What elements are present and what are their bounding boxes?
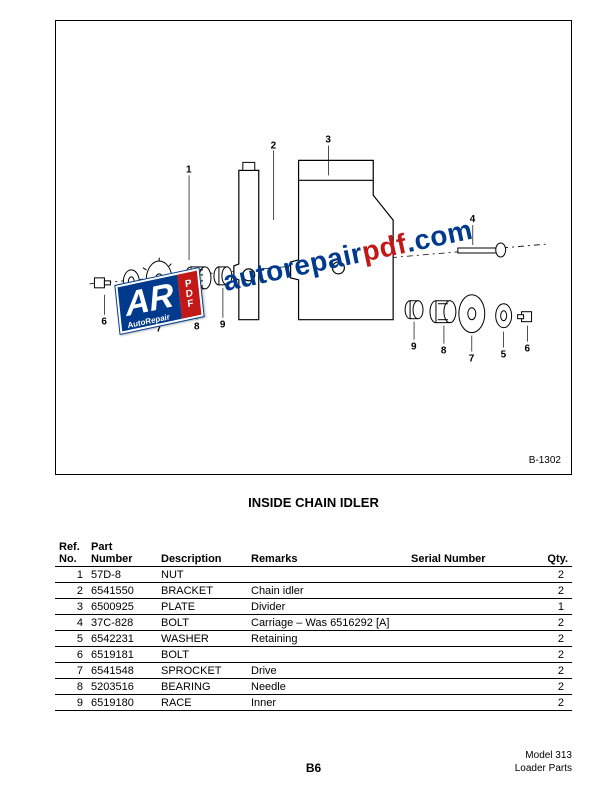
page-number: B6 [55, 761, 572, 775]
cell-serial [407, 647, 538, 663]
cell-qty: 2 [538, 663, 572, 679]
cell-ref: 6 [55, 647, 87, 663]
parts-table: Ref. No. Part Number Description Remarks… [55, 540, 572, 711]
cell-part: 6500925 [87, 599, 157, 615]
table-row: 96519180RACEInner 2 [55, 695, 572, 711]
callout-5-right: 5 [501, 350, 507, 361]
hdr-remarks: Remarks [247, 540, 407, 567]
cell-qty: 2 [538, 583, 572, 599]
callout-8-right: 8 [441, 346, 447, 357]
cell-ref: 9 [55, 695, 87, 711]
cell-part: 6519180 [87, 695, 157, 711]
hdr-ref-2: No. [59, 553, 77, 565]
table-row: 66519181BOLT 2 [55, 647, 572, 663]
hdr-ref-1: Ref. [59, 541, 80, 553]
cell-part: 57D-8 [87, 567, 157, 583]
cell-part: 6541550 [87, 583, 157, 599]
callout-4: 4 [470, 214, 476, 225]
cell-remarks: Retaining [247, 631, 407, 647]
diagram-code: B-1302 [529, 455, 561, 466]
cell-desc: SPROCKET [157, 663, 247, 679]
cell-serial [407, 583, 538, 599]
page-footer: B6 Model 313 Loader Parts [55, 761, 572, 775]
table-row: 36500925PLATEDivider 1 [55, 599, 572, 615]
table-body: 157D-8NUT226541550BRACKETChain idler2365… [55, 567, 572, 711]
cell-desc: RACE [157, 695, 247, 711]
cell-remarks [247, 647, 407, 663]
cell-qty: 2 [538, 695, 572, 711]
cell-part: 6541548 [87, 663, 157, 679]
callout-9-left: 9 [220, 320, 226, 331]
callout-2: 2 [271, 140, 277, 151]
cell-qty: 2 [538, 647, 572, 663]
callout-6-left: 6 [101, 317, 107, 328]
table-row: 157D-8NUT 2 [55, 567, 572, 583]
cell-part: 6542231 [87, 631, 157, 647]
cell-ref: 2 [55, 583, 87, 599]
table-row: 26541550BRACKETChain idler2 [55, 583, 572, 599]
cell-serial [407, 663, 538, 679]
footer-model: Model 313 [515, 749, 572, 762]
callout-8-left: 8 [194, 322, 200, 333]
cell-qty: 2 [538, 567, 572, 583]
cell-ref: 4 [55, 615, 87, 631]
cell-desc: PLATE [157, 599, 247, 615]
table-row: 437C-828BOLTCarriage – Was 6516292 [A] 2 [55, 615, 572, 631]
cell-ref: 7 [55, 663, 87, 679]
hdr-part-1: Part [91, 541, 112, 553]
table-row: 85203516BEARINGNeedle 2 [55, 679, 572, 695]
callout-9-right: 9 [411, 342, 417, 353]
cell-serial [407, 679, 538, 695]
cell-desc: NUT [157, 567, 247, 583]
cell-ref: 5 [55, 631, 87, 647]
cell-desc: BRACKET [157, 583, 247, 599]
exploded-view-diagram: 1 2 3 4 5 6 7 8 9 9 8 7 5 6 [56, 21, 571, 474]
cell-desc: WASHER [157, 631, 247, 647]
callout-6-right: 6 [525, 344, 531, 355]
table-row: 76541548SPROCKETDrive 2 [55, 663, 572, 679]
cell-ref: 1 [55, 567, 87, 583]
cell-serial [407, 631, 538, 647]
table-header: Ref. No. Part Number Description Remarks… [55, 540, 572, 567]
hdr-desc: Description [157, 540, 247, 567]
cell-serial [407, 567, 538, 583]
cell-ref: 8 [55, 679, 87, 695]
cell-part: 37C-828 [87, 615, 157, 631]
cell-ref: 3 [55, 599, 87, 615]
cell-serial [407, 599, 538, 615]
hdr-serial: Serial Number [407, 540, 538, 567]
cell-remarks: Carriage – Was 6516292 [A] [247, 615, 407, 631]
callout-1: 1 [186, 164, 192, 175]
table-row: 56542231WASHERRetaining 2 [55, 631, 572, 647]
cell-remarks: Chain idler [247, 583, 407, 599]
callout-7-left: 7 [156, 324, 162, 335]
cell-qty: 2 [538, 615, 572, 631]
callout-3: 3 [325, 134, 331, 145]
cell-part: 5203516 [87, 679, 157, 695]
cell-desc: BEARING [157, 679, 247, 695]
callout-7-right: 7 [469, 353, 475, 364]
cell-remarks [247, 567, 407, 583]
cell-qty: 2 [538, 631, 572, 647]
callout-5-left: 5 [128, 320, 134, 331]
cell-remarks: Divider [247, 599, 407, 615]
section-title: INSIDE CHAIN IDLER [55, 495, 572, 510]
hdr-part-2: Number [91, 553, 133, 565]
cell-serial [407, 615, 538, 631]
page: 1 2 3 4 5 6 7 8 9 9 8 7 5 6 B-1302 [0, 0, 612, 787]
cell-qty: 2 [538, 679, 572, 695]
cell-desc: BOLT [157, 615, 247, 631]
cell-part: 6519181 [87, 647, 157, 663]
cell-desc: BOLT [157, 647, 247, 663]
diagram-frame: 1 2 3 4 5 6 7 8 9 9 8 7 5 6 B-1302 [55, 20, 572, 475]
cell-qty: 1 [538, 599, 572, 615]
cell-remarks: Inner [247, 695, 407, 711]
hdr-qty: Qty. [538, 540, 572, 567]
cell-remarks: Drive [247, 663, 407, 679]
cell-serial [407, 695, 538, 711]
footer-sub: Loader Parts [515, 762, 572, 775]
cell-remarks: Needle [247, 679, 407, 695]
